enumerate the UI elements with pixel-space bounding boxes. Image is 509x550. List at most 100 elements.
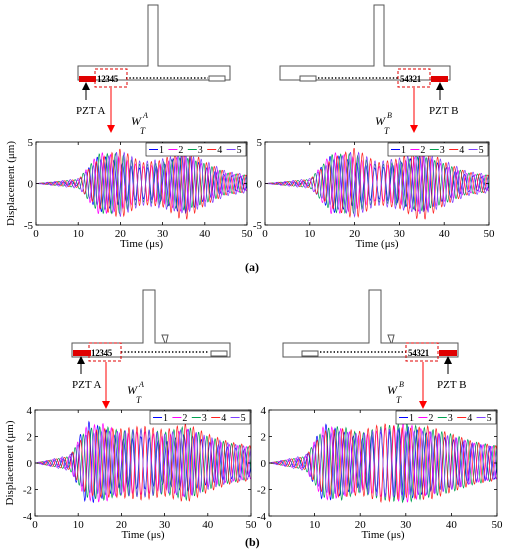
y-tick-label: 0 [28,179,34,191]
wave-label-main: W [127,383,138,397]
x-tick-label: 10 [73,519,85,531]
x-tick-label: 40 [202,519,214,531]
x-tick-label: 50 [492,519,504,531]
x-axis-label: Time (μs) [355,238,398,250]
pzt-b-label: PZT B [429,105,458,117]
wave-label-sup: B [387,111,392,120]
x-tick-label: 20 [349,228,361,240]
legend-label-5: 5 [241,413,246,424]
y-tick-label: -5 [24,220,34,232]
y-tick-label: 0 [261,458,267,470]
x-tick-label: 0 [32,519,38,531]
y-axis-label: Displacement (μm) [5,141,17,226]
series-line-5 [35,427,251,498]
wave-label-sup: A [142,111,148,120]
legend-label-3: 3 [440,145,445,156]
x-axis-label: Time (μs) [120,238,163,250]
pzt-a-label: PZT A [72,379,102,391]
schematic-b-left: 12345 PZT A W A T [71,289,231,409]
sensor-numbers: 54321 [400,74,422,84]
sensor-box [94,68,128,88]
chart-b-pzt-a: 0 10 20 30 40 50 -4 -2 0 2 4 Time (μs) Displacement … [4,405,257,541]
series-line-5 [269,427,497,499]
wave-label-sub: T [396,395,402,405]
legend: 1 2 3 4 5 [149,410,251,425]
chart-b-pzt-b: 0 10 20 30 40 50 -4 -2 0 2 4 Time (μs) 1 2 3 4 5 [257,405,503,541]
wave-label-main: W [387,383,398,397]
schematic-a-left: 12345 PZT A W A T [76,4,231,136]
x-tick-label: 20 [355,519,367,531]
y-axis-label: Displacement (μm) [4,420,16,505]
schematic-a-right: 54321 PZT B W B T [279,4,458,136]
legend-label-1: 1 [401,145,406,156]
series-group [36,145,247,220]
y-tick-label: -4 [257,511,267,523]
x-tick-label: 10 [309,519,321,531]
panel-label-a: (a) [245,260,259,274]
pzt-b-label: PZT B [437,379,466,391]
sensor-numbers: 54321 [408,348,430,358]
y-tick-label: -2 [23,485,32,497]
x-tick-label: 40 [439,228,451,240]
pzt-b-actuator [439,350,457,356]
legend-label-1: 1 [159,145,164,156]
x-tick-label: 20 [116,519,128,531]
series-line-5 [36,151,247,217]
pzt-b-actuator [431,76,448,82]
y-tick-label: 0 [27,458,33,470]
legend-label-2: 2 [178,145,183,156]
legend-label-2: 2 [428,413,433,424]
schematic-b-right: 54321 PZT B W B T [282,289,466,409]
legend-label-5: 5 [237,145,242,156]
sensor-box [397,68,431,88]
x-tick-label: 0 [266,519,272,531]
legend-label-3: 3 [448,413,453,424]
x-tick-label: 30 [159,519,171,531]
y-tick-label: 0 [257,179,263,191]
t-beam-outline [71,289,231,358]
legend: 1 2 3 4 5 [145,142,247,157]
x-axis-label: Time (μs) [361,529,404,541]
pzt-a-label: PZT A [76,105,106,117]
x-tick-label: 10 [304,228,316,240]
pzt-a-actuator [79,76,96,82]
legend-label-4: 4 [221,413,226,424]
receiver-pad [208,75,226,82]
receiver-pad [299,75,317,82]
x-tick-label: 50 [484,228,496,240]
pzt-a-actuator [73,350,91,356]
legend-label-3: 3 [198,145,203,156]
series-group [35,420,251,504]
wave-label-main: W [375,114,386,128]
sensor-numbers: 12345 [97,74,119,84]
panel-label-b: (b) [245,535,260,549]
legend-label-4: 4 [467,413,472,424]
sensor-box [88,342,122,362]
wave-label-sup: A [138,380,144,389]
legend-label-2: 2 [420,145,425,156]
t-beam-outline [282,289,459,358]
x-tick-label: 30 [394,228,406,240]
y-tick-label: 5 [257,137,263,149]
legend: 1 2 3 4 5 [395,410,497,425]
legend-label-2: 2 [182,413,187,424]
y-tick-label: 2 [261,432,267,444]
y-tick-label: 4 [27,405,33,417]
series-line-5 [265,151,489,219]
x-tick-label: 40 [446,519,458,531]
x-axis-label: Time (μs) [121,529,164,541]
legend-label-1: 1 [409,413,414,424]
wave-label-sub: T [140,126,146,136]
receiver-pad [301,350,319,357]
legend-label-1: 1 [163,413,168,424]
wave-label-sub: T [136,395,142,405]
x-tick-label: 50 [246,519,258,531]
legend: 1 2 3 4 5 [387,142,489,157]
t-beam-outline [77,4,231,81]
wave-label-sub: T [384,126,390,136]
y-tick-label: 4 [261,405,267,417]
x-tick-label: 10 [73,228,85,240]
